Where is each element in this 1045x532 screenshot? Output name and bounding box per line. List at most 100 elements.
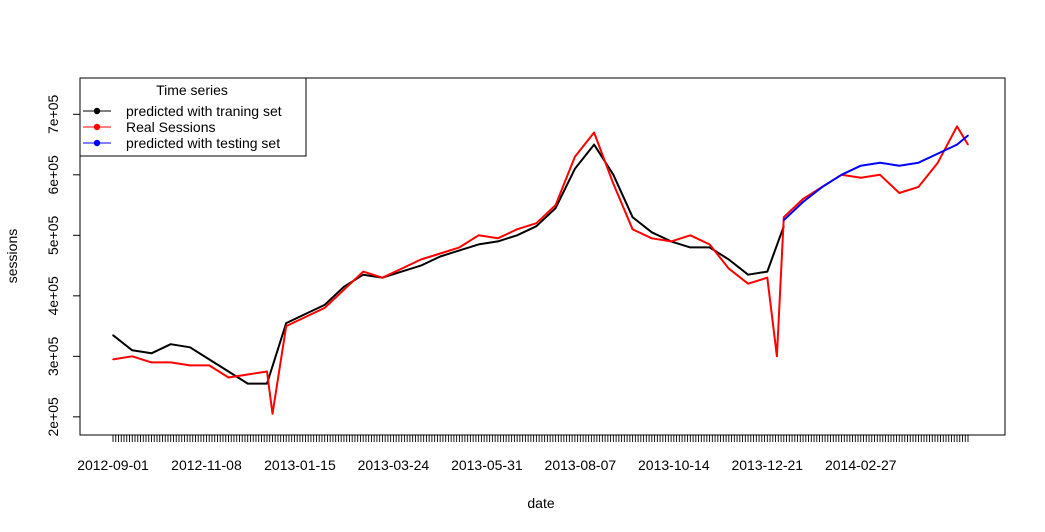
data-point (917, 186, 920, 188)
data-point (420, 258, 422, 261)
data-point (285, 322, 287, 324)
data-point (477, 243, 480, 246)
data-point (304, 316, 307, 318)
data-point (936, 161, 939, 164)
legend-marker (93, 123, 101, 131)
data-point (343, 288, 345, 291)
legend-title: Time series (156, 82, 228, 98)
y-axis: 2e+05 3e+05 4e+05 5e+05 6e+05 7e+05 (45, 94, 81, 437)
data-point (439, 255, 441, 258)
x-tick-label: 2012-09-01 (77, 457, 149, 473)
data-point (802, 201, 804, 203)
data-point (631, 228, 634, 231)
data-point (612, 183, 615, 185)
data-point (747, 282, 749, 285)
x-tick-label: 2013-01-15 (264, 457, 336, 473)
data-point (708, 243, 711, 246)
data-point (150, 361, 153, 364)
data-point (439, 252, 441, 255)
legend-marker (93, 107, 101, 115)
data-point (266, 370, 268, 373)
y-tick-label: 4e+05 (45, 276, 61, 316)
legend-entry-label: Real Sessions (126, 119, 216, 135)
data-point (362, 270, 364, 273)
data-point (150, 352, 153, 355)
legend: Time series predicted with traning setRe… (79, 77, 307, 157)
legend-entry-label: predicted with testing set (126, 135, 280, 151)
data-point (967, 143, 969, 146)
data-point (458, 246, 461, 249)
data-point (776, 355, 778, 358)
data-point (189, 364, 191, 367)
data-point (631, 216, 634, 218)
data-point (554, 207, 557, 209)
y-axis-label: sessions (4, 229, 20, 283)
y-tick-label: 7e+05 (45, 94, 61, 134)
data-point (783, 216, 785, 218)
data-point (323, 304, 326, 306)
data-point (169, 343, 172, 346)
data-point (651, 237, 653, 240)
data-point (766, 270, 769, 273)
data-point (956, 125, 958, 128)
data-point (227, 376, 230, 379)
data-point (227, 370, 230, 373)
data-point (208, 364, 211, 367)
x-tick-label: 2013-12-21 (731, 457, 803, 473)
data-point (898, 164, 901, 167)
data-point (859, 177, 862, 179)
data-point (400, 270, 403, 273)
legend-marker (93, 139, 101, 147)
x-axis-label: date (527, 495, 554, 511)
data-point (458, 249, 461, 252)
data-point (131, 355, 134, 358)
data-point (497, 237, 499, 240)
data-point (689, 234, 692, 237)
data-point (593, 131, 595, 134)
data-point (967, 134, 969, 137)
data-point (323, 307, 326, 309)
data-point (535, 222, 538, 225)
data-point (535, 225, 538, 228)
data-point (859, 164, 862, 167)
data-point (766, 276, 769, 279)
data-point (497, 240, 499, 243)
data-point (651, 231, 653, 234)
x-axis: 2012-09-01 2012-11-08 2013-01-15 2013-03-24… (77, 434, 969, 473)
data-point (266, 382, 268, 385)
data-point (420, 264, 422, 267)
data-point (936, 152, 939, 155)
data-point (131, 349, 134, 352)
data-point (189, 346, 191, 349)
data-point (821, 186, 824, 188)
series-line-0 (112, 143, 785, 385)
data-point (956, 143, 958, 146)
data-point (917, 161, 920, 164)
data-point (670, 240, 672, 243)
x-tick-label: 2013-08-07 (545, 457, 617, 473)
series-layer (112, 125, 969, 415)
data-point (783, 219, 785, 221)
data-point (898, 192, 901, 194)
data-point (574, 155, 576, 158)
data-point (112, 358, 114, 361)
legend-box (79, 77, 307, 157)
data-point (477, 234, 480, 237)
data-point (554, 204, 557, 206)
data-point (728, 258, 730, 261)
data-point (169, 361, 172, 364)
data-point (802, 198, 804, 200)
data-point (593, 143, 595, 146)
y-tick-label: 5e+05 (45, 215, 61, 255)
data-point (747, 273, 749, 276)
x-tick-label: 2012-11-08 (171, 457, 242, 473)
data-point (574, 167, 576, 170)
series-line-2 (783, 134, 969, 221)
y-tick-label: 3e+05 (45, 336, 61, 376)
x-tick-label: 2013-05-31 (451, 457, 523, 473)
data-point (362, 273, 364, 276)
data-point (516, 228, 518, 231)
x-tick-label: 2013-03-24 (358, 457, 430, 473)
data-point (246, 373, 249, 376)
data-point (879, 161, 881, 164)
